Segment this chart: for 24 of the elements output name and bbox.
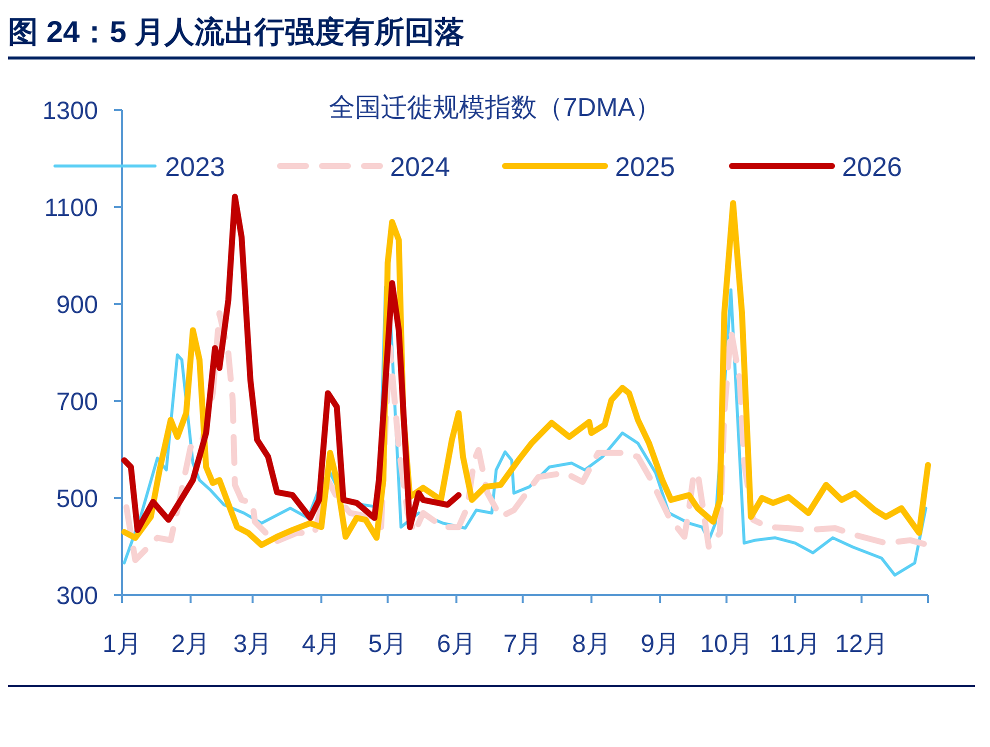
y-tick-label: 900 xyxy=(56,291,98,319)
legend-label: 2024 xyxy=(390,152,450,182)
chart-subtitle: 全国迁徙规模指数（7DMA） xyxy=(328,92,662,122)
legend-label: 2023 xyxy=(165,152,226,182)
x-tick-label: 9月 xyxy=(640,630,680,658)
y-tick-label: 500 xyxy=(56,485,98,513)
x-tick-label: 10月 xyxy=(700,630,753,658)
legend-label: 2025 xyxy=(615,152,676,182)
x-tick-label: 7月 xyxy=(503,630,542,658)
x-tick-label: 2月 xyxy=(171,630,210,658)
x-tick-label: 8月 xyxy=(572,630,611,658)
y-tick-label: 1300 xyxy=(42,97,98,125)
x-tick-label: 12月 xyxy=(835,630,888,658)
x-tick-label: 6月 xyxy=(436,630,476,658)
y-tick-label: 300 xyxy=(56,582,98,610)
y-tick-label: 700 xyxy=(56,388,98,416)
x-tick-label: 1月 xyxy=(102,630,142,658)
x-tick-label: 3月 xyxy=(233,630,272,658)
y-tick-label: 1100 xyxy=(44,194,98,222)
x-tick-label: 11月 xyxy=(770,630,821,658)
x-tick-label: 4月 xyxy=(302,630,341,658)
x-tick-label: 5月 xyxy=(368,630,408,658)
chart-title: 图 24：5 月人流出行强度有所回落 xyxy=(8,15,465,49)
legend-label: 2026 xyxy=(842,152,902,182)
